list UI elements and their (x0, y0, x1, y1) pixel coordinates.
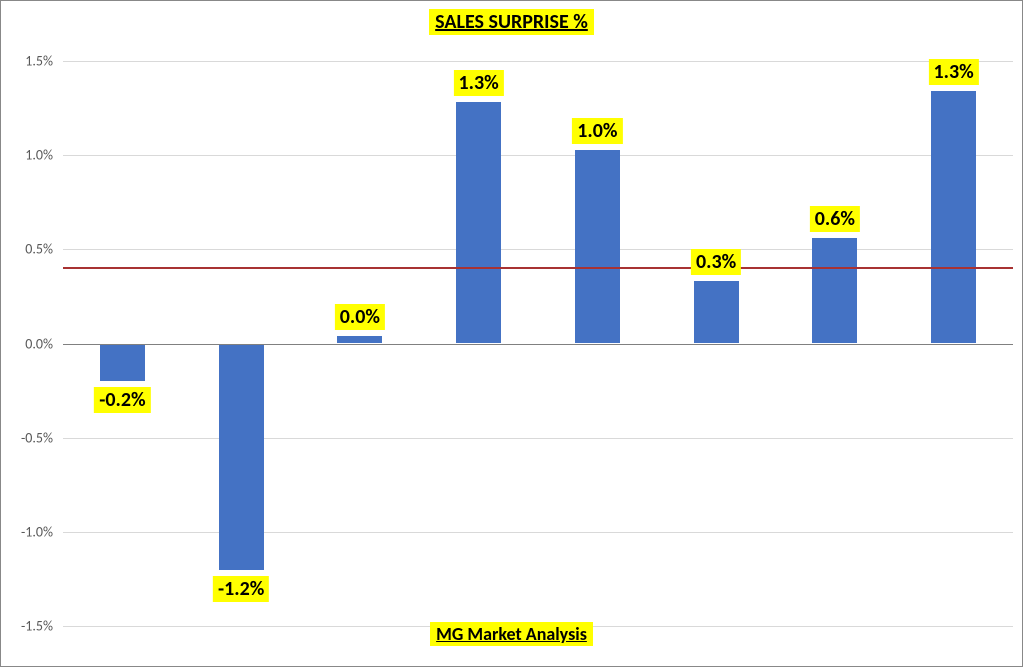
reference-line (63, 267, 1013, 269)
bar (931, 91, 976, 343)
data-label: 0.6% (810, 206, 860, 232)
data-label: -0.2% (94, 387, 150, 413)
y-tick-label: 0.0% (25, 335, 63, 352)
y-tick-label: 0.5% (25, 241, 63, 258)
plot-area: -1.5%-1.0%-0.5%0.0%0.5%1.0%1.5%-0.2%-1.2… (63, 61, 1013, 626)
bar (694, 281, 739, 343)
data-label: -1.2% (213, 576, 269, 602)
y-tick-label: -1.0% (21, 523, 63, 540)
y-tick-label: -0.5% (21, 429, 63, 446)
bar (219, 344, 264, 570)
bar (812, 238, 857, 343)
gridline (63, 532, 1013, 533)
x-axis-line (63, 344, 1013, 345)
gridline (63, 438, 1013, 439)
data-label: 1.3% (929, 59, 979, 85)
data-label: 0.0% (335, 304, 385, 330)
chart-container: SALES SURPRISE % -1.5%-1.0%-0.5%0.0%0.5%… (0, 0, 1023, 667)
gridline (63, 249, 1013, 250)
y-tick-label: 1.0% (25, 147, 63, 164)
chart-subtitle: MG Market Analysis (1, 622, 1022, 646)
bar (100, 344, 145, 382)
gridline (63, 61, 1013, 62)
chart-subtitle-text: MG Market Analysis (430, 622, 593, 646)
chart-title-text: SALES SURPRISE % (429, 9, 594, 35)
data-label: 1.0% (572, 118, 622, 144)
bar (575, 150, 620, 344)
gridline (63, 155, 1013, 156)
y-tick-label: 1.5% (25, 53, 63, 70)
data-label: 0.3% (691, 249, 741, 275)
bar (456, 102, 501, 343)
bar (337, 336, 382, 344)
data-label: 1.3% (454, 70, 504, 96)
chart-title: SALES SURPRISE % (1, 9, 1022, 35)
